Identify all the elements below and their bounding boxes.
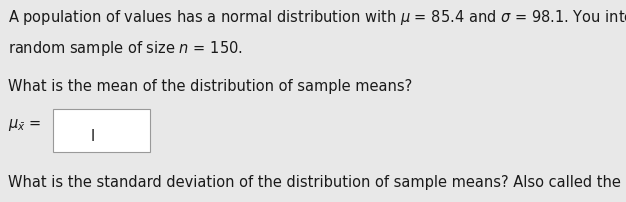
Text: What is the standard deviation of the distribution of sample means? Also called : What is the standard deviation of the di…: [8, 175, 626, 190]
FancyBboxPatch shape: [53, 109, 150, 152]
Text: I: I: [91, 129, 95, 144]
Text: A population of values has a normal distribution with $\mu$ = 85.4 and $\sigma$ : A population of values has a normal dist…: [8, 8, 626, 27]
Text: random sample of size $n$ = 150.: random sample of size $n$ = 150.: [8, 39, 242, 58]
Text: What is the mean of the distribution of sample means?: What is the mean of the distribution of …: [8, 79, 412, 94]
Text: $\mu_{\bar{x}}$ =: $\mu_{\bar{x}}$ =: [8, 117, 41, 133]
